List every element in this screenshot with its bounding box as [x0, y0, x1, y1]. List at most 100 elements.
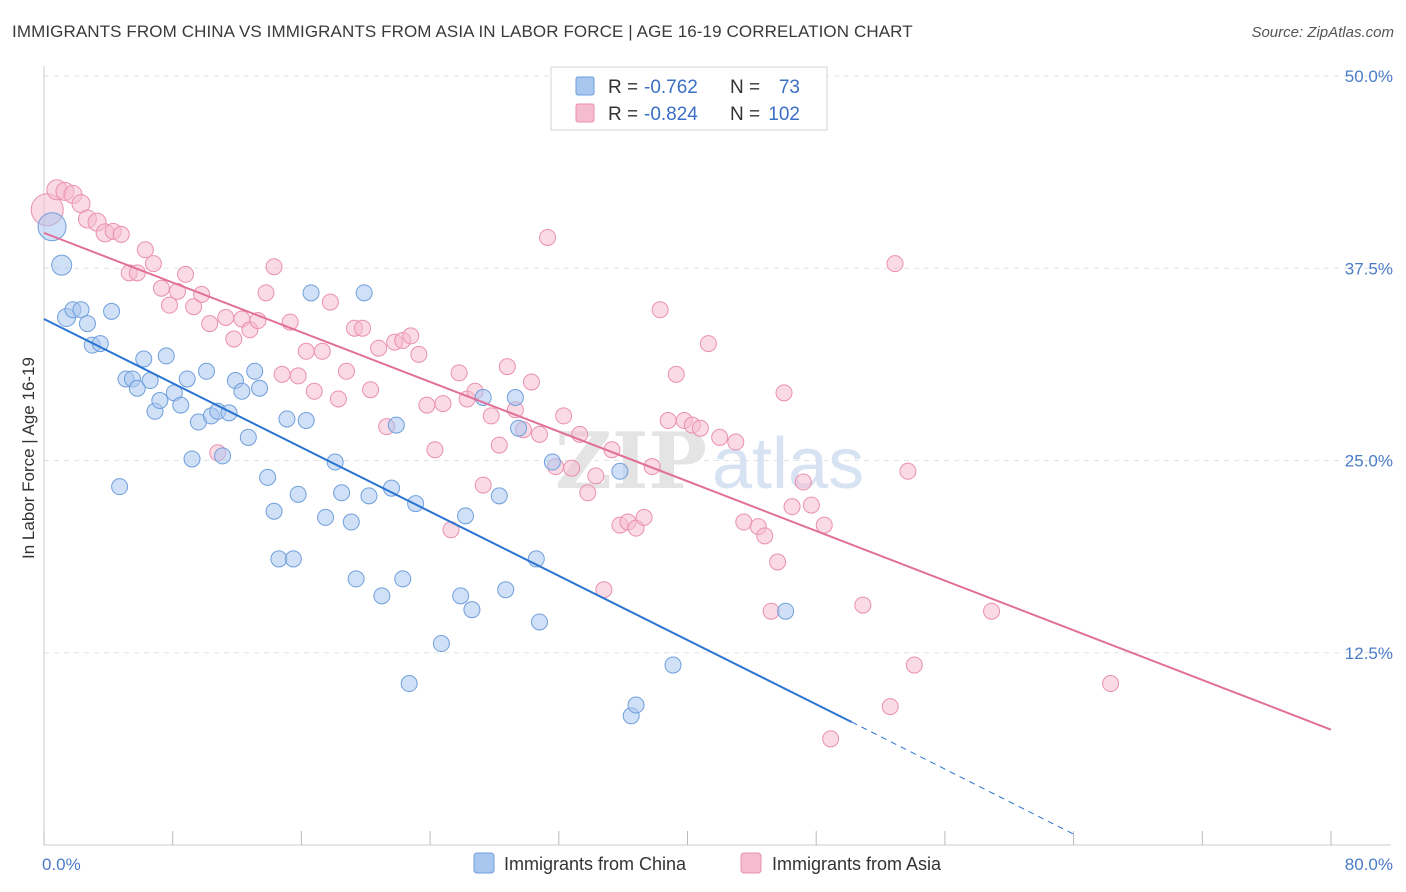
china-point-19: [172, 396, 190, 414]
china-point-9: [111, 478, 129, 496]
bottom-legend-china-label: Immigrants from China: [504, 854, 687, 874]
china-point-37: [284, 550, 302, 568]
china-point-38: [289, 485, 307, 503]
china-point-4: [72, 301, 90, 319]
asia-point-85: [735, 513, 753, 531]
china-point-59: [490, 487, 508, 505]
asia-point-28: [265, 258, 283, 276]
china-point-33: [259, 468, 277, 486]
asia-point-40: [362, 381, 380, 399]
china-point-52: [400, 675, 418, 693]
china-point-43: [333, 484, 351, 502]
asia-point-35: [321, 293, 339, 311]
asia-point-78: [667, 365, 685, 383]
china-point-34: [265, 502, 283, 520]
asia-point-27: [257, 284, 275, 302]
asia-point-32: [297, 342, 315, 360]
asia-trend-line: [43, 231, 1332, 731]
asia-point-37: [337, 362, 355, 380]
asia-point-15: [160, 296, 178, 314]
asia-point-88: [762, 602, 780, 620]
asia-point-41: [370, 339, 388, 357]
china-point-1: [51, 254, 73, 276]
china-trend-line: [43, 318, 853, 723]
china-point-12: [128, 379, 146, 397]
asia-point-87: [756, 527, 774, 545]
china-point-64: [543, 453, 561, 471]
china-point-32: [251, 379, 269, 397]
china-point-66: [611, 462, 629, 480]
china-point-8: [103, 302, 121, 320]
stats-legend-box: [550, 66, 828, 131]
watermark: ZIP atlas: [555, 416, 864, 507]
china-point-44: [342, 513, 360, 531]
china-point-27: [220, 404, 238, 422]
asia-point-56: [490, 436, 508, 454]
asia-points: [30, 179, 1120, 748]
legend-china-n-label: N =: [730, 77, 760, 98]
asia-point-95: [822, 730, 840, 748]
china-point-68: [627, 696, 645, 714]
chart-source: Source: ZipAtlas.com: [1251, 24, 1394, 41]
asia-point-81: [691, 419, 709, 437]
asia-point-23: [225, 330, 243, 348]
stats-legend: R = -0.762 N = 73 R = -0.824 N = 102: [550, 66, 828, 131]
china-point-69: [664, 656, 682, 674]
legend-china-r-label: R =: [608, 77, 638, 98]
bottom-legend-asia-swatch: [740, 852, 762, 874]
asia-point-9: [112, 225, 130, 243]
asia-point-45: [402, 327, 420, 345]
asia-point-12: [136, 241, 154, 259]
china-point-62: [510, 419, 528, 437]
asia-point-68: [587, 467, 605, 485]
asia-point-54: [474, 476, 492, 494]
china-point-48: [373, 587, 391, 605]
china-point-23: [197, 362, 215, 380]
asia-point-48: [426, 441, 444, 459]
asia-point-100: [905, 656, 923, 674]
china-point-20: [178, 370, 196, 388]
china-point-45: [347, 570, 365, 588]
asia-point-14: [152, 279, 170, 297]
asia-point-93: [802, 496, 820, 514]
legend-china-swatch: [575, 76, 595, 96]
asia-point-98: [886, 255, 904, 273]
asia-point-22: [217, 308, 235, 326]
asia-point-34: [313, 342, 331, 360]
bottom-legend-asia-label: Immigrants from Asia: [772, 854, 942, 874]
legend-china-r-value: -0.762: [644, 77, 698, 98]
china-point-56: [456, 507, 474, 525]
china-point-26: [214, 447, 232, 465]
asia-point-67: [579, 484, 597, 502]
china-point-70: [777, 602, 795, 620]
asia-point-61: [530, 425, 548, 443]
asia-point-96: [854, 596, 872, 614]
asia-point-90: [775, 384, 793, 402]
china-point-41: [317, 508, 335, 526]
asia-point-47: [418, 396, 436, 414]
asia-point-51: [450, 364, 468, 382]
china-point-57: [463, 601, 481, 619]
china-point-51: [394, 570, 412, 588]
china-point-46: [355, 284, 373, 302]
asia-point-64: [555, 407, 573, 425]
legend-asia-swatch: [575, 103, 595, 123]
china-trend-extension: [851, 721, 1078, 837]
asia-point-92: [794, 473, 812, 491]
asia-point-57: [498, 358, 516, 376]
legend-asia-n-value: 102: [768, 104, 800, 125]
asia-point-33: [305, 382, 323, 400]
asia-point-82: [699, 335, 717, 353]
asia-point-55: [482, 407, 500, 425]
china-point-40: [302, 284, 320, 302]
y-tick-label-2: 37.5%: [1345, 259, 1393, 278]
asia-point-18: [185, 298, 203, 316]
asia-point-74: [635, 508, 653, 526]
china-point-17: [157, 347, 175, 365]
asia-point-31: [289, 367, 307, 385]
asia-point-60: [522, 373, 540, 391]
grid-layer: [44, 75, 1391, 654]
asia-point-101: [983, 602, 1001, 620]
asia-point-76: [651, 301, 669, 319]
